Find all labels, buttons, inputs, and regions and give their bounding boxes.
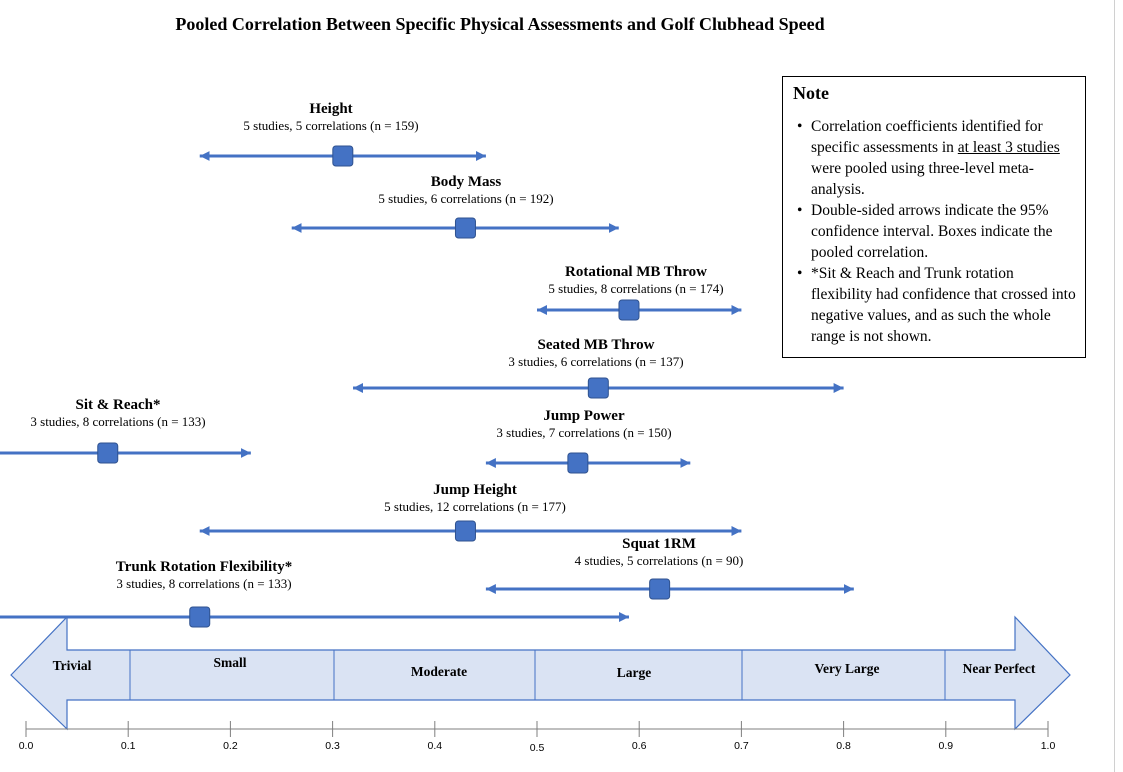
series-subtitle: 5 studies, 8 correlations (n = 174) <box>548 281 724 296</box>
series-label: Jump Power 3 studies, 7 correlations (n =… <box>424 408 744 441</box>
effect-category-label: Moderate <box>410 664 468 679</box>
note-list: Correlation coefficients identified for … <box>793 116 1077 347</box>
note-underline: at least 3 studies <box>957 139 1060 156</box>
pooled-r-marker <box>97 442 119 464</box>
note-text: Correlation coefficients identified for … <box>811 118 1043 156</box>
pooled-r-marker <box>189 606 211 628</box>
x-tick-label: 0.4 <box>427 740 443 752</box>
pooled-r-marker <box>649 578 671 600</box>
series-name: Trunk Rotation Flexibility* <box>115 559 293 575</box>
x-tick-label: 0.6 <box>631 740 647 752</box>
effect-category-label: Near Perfect <box>962 661 1036 676</box>
note-title: Note <box>793 83 829 103</box>
series-name: Jump Power <box>543 408 625 424</box>
x-tick-label: 0.9 <box>938 740 954 752</box>
series-name: Sit & Reach* <box>75 397 161 413</box>
x-tick-label: 1.0 <box>1040 740 1056 752</box>
pooled-r-marker <box>332 145 354 167</box>
pooled-r-marker <box>567 452 589 474</box>
series-subtitle: 5 studies, 5 correlations (n = 159) <box>243 118 419 133</box>
note-item: *Sit & Reach and Trunk rotation flexibil… <box>793 263 1077 347</box>
effect-size-band <box>10 615 1071 731</box>
x-tick-label: 0.7 <box>734 740 749 752</box>
note-box: Note Correlation coefficients identified… <box>782 76 1086 358</box>
series-name: Height <box>309 101 353 117</box>
pooled-r-marker <box>454 217 476 239</box>
note-item: Double-sided arrows indicate the 95% con… <box>793 200 1077 263</box>
x-tick-label: 0.5 <box>529 742 545 754</box>
effect-category-label: Trivial <box>52 658 92 673</box>
x-tick-label: 0.3 <box>325 740 340 752</box>
note-text: were pooled using three-level meta-analy… <box>811 160 1034 198</box>
page-edge <box>1114 0 1115 772</box>
effect-category-label: Small <box>213 655 247 670</box>
series-label: Height 5 studies, 5 correlations (n = 159… <box>171 101 491 134</box>
series-subtitle: 5 studies, 12 correlations (n = 177) <box>384 499 566 514</box>
pooled-r-marker <box>454 520 476 542</box>
note-text: Double-sided arrows indicate the 95% con… <box>811 202 1053 261</box>
series-label: Rotational MB Throw 5 studies, 8 correlat… <box>476 264 796 297</box>
series-label: Trunk Rotation Flexibility* 3 studies, 8 … <box>44 559 364 592</box>
x-tick-label: 0.1 <box>120 740 136 752</box>
series-label: Seated MB Throw 3 studies, 6 correlations… <box>436 337 756 370</box>
series-label: Jump Height 5 studies, 12 correlations (n… <box>315 482 635 515</box>
series-subtitle: 3 studies, 7 correlations (n = 150) <box>496 425 672 440</box>
x-tick-label: 0.8 <box>836 740 851 752</box>
series-subtitle: 5 studies, 6 correlations (n = 192) <box>378 191 554 206</box>
series-subtitle: 3 studies, 8 correlations (n = 133) <box>116 576 292 591</box>
effect-category-label: Very Large <box>814 661 880 676</box>
series-name: Body Mass <box>430 174 502 190</box>
pooled-r-marker <box>618 299 640 321</box>
series-subtitle: 4 studies, 5 correlations (n = 90) <box>574 553 744 568</box>
x-tick-label: 0.0 <box>18 740 34 752</box>
chart-title: Pooled Correlation Between Specific Phys… <box>175 14 825 34</box>
x-tick-label: 0.2 <box>223 740 238 752</box>
series-name: Jump Height <box>433 482 517 498</box>
series-name: Seated MB Throw <box>537 337 655 353</box>
series-name: Squat 1RM <box>622 536 696 552</box>
series-subtitle: 3 studies, 6 correlations (n = 137) <box>508 354 684 369</box>
series-subtitle: 3 studies, 8 correlations (n = 133) <box>30 414 206 429</box>
series-label: Body Mass 5 studies, 6 correlations (n = … <box>306 174 626 207</box>
pooled-r-marker <box>587 377 609 399</box>
note-text: *Sit & Reach and Trunk rotation flexibil… <box>811 265 1076 345</box>
effect-category-label: Large <box>616 665 652 680</box>
series-label: Sit & Reach* 3 studies, 8 correlations (n… <box>0 397 278 430</box>
series-label: Squat 1RM 4 studies, 5 correlations (n = … <box>499 536 819 569</box>
series-name: Rotational MB Throw <box>565 264 707 280</box>
note-item: Correlation coefficients identified for … <box>793 116 1077 200</box>
